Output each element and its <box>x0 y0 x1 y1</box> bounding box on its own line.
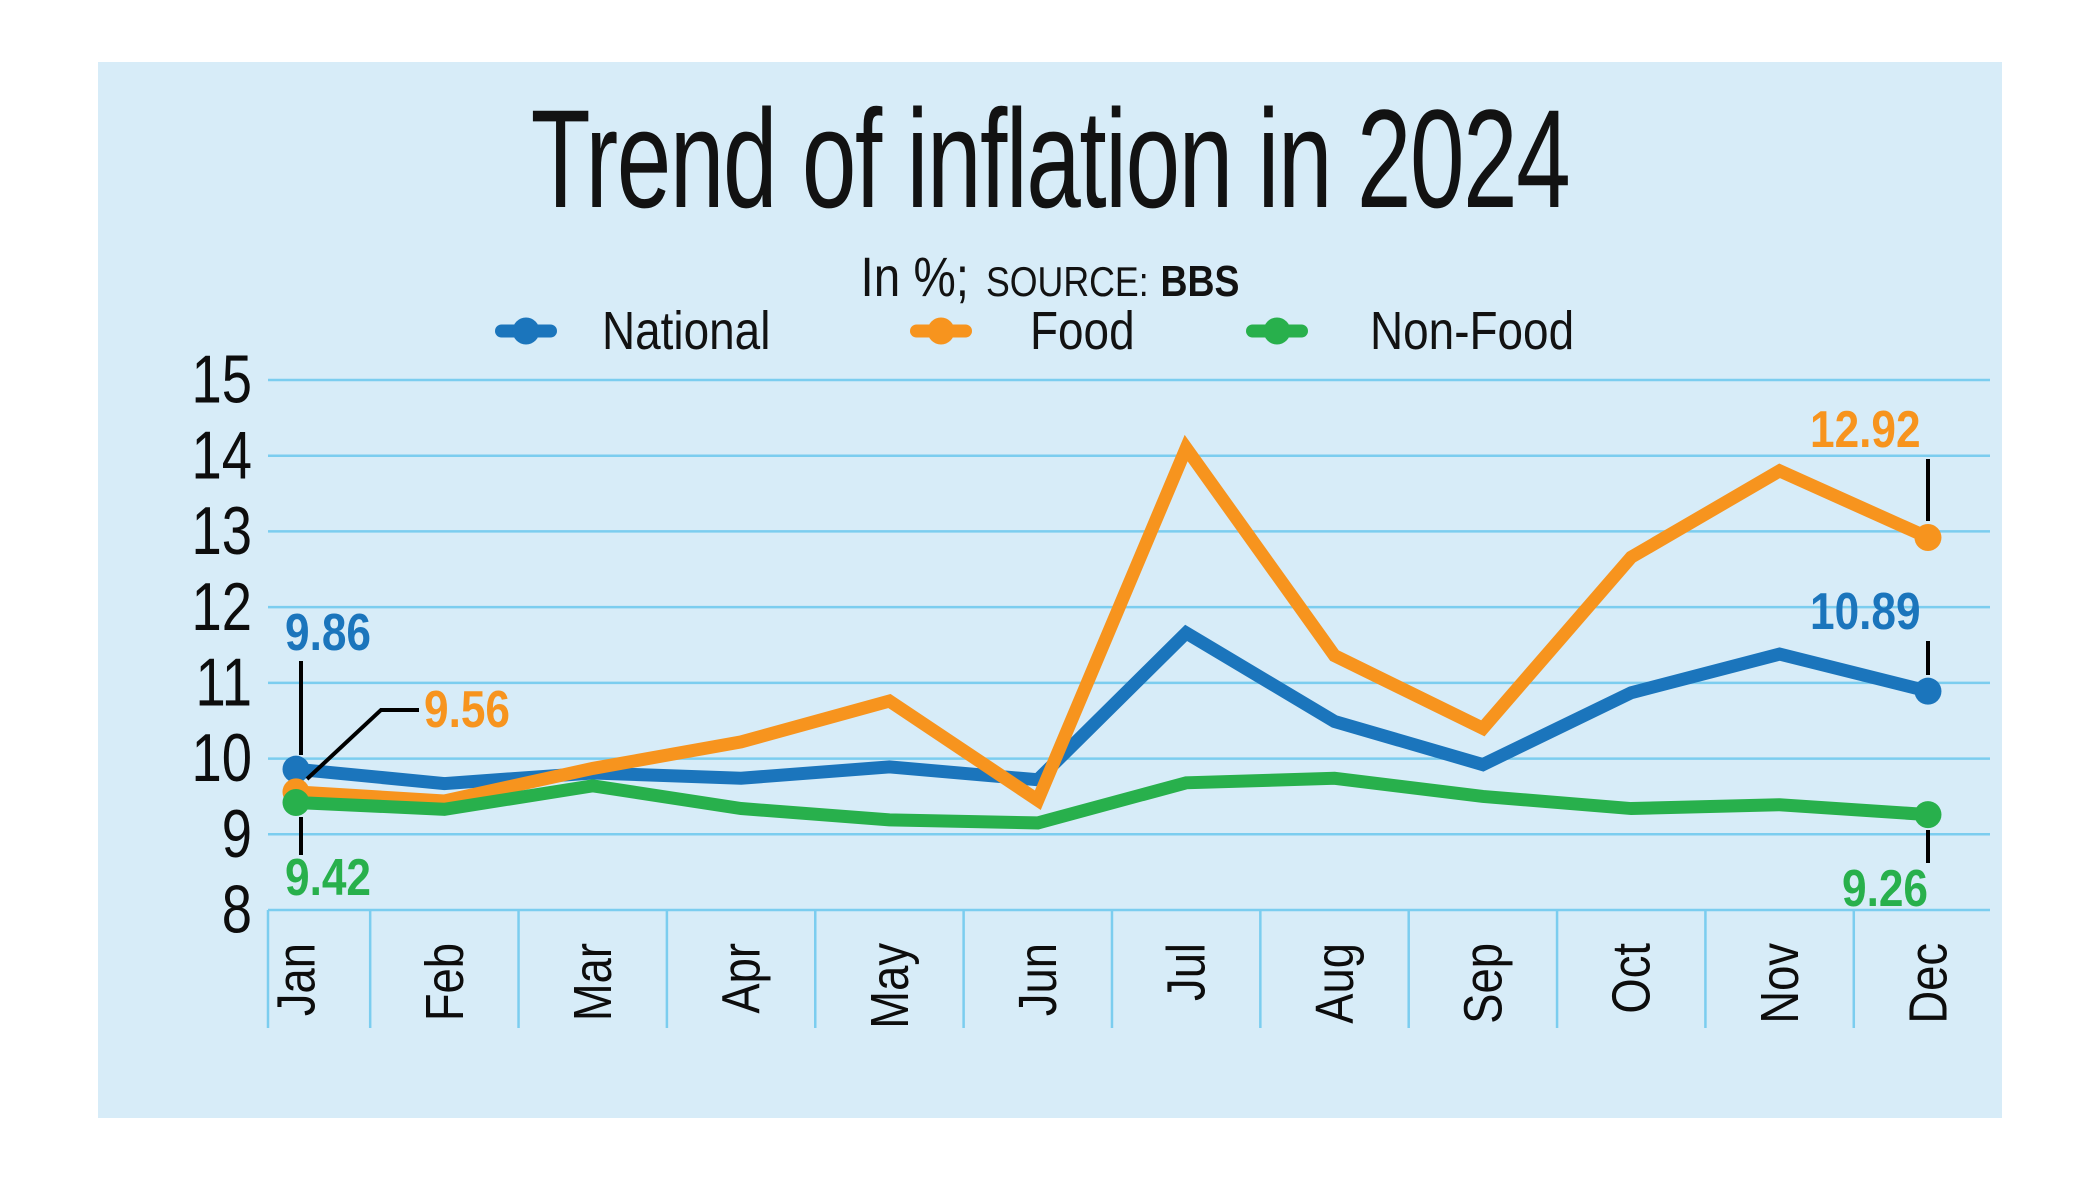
data-series <box>282 434 1942 830</box>
x-axis-label-aug: Aug <box>1304 943 1365 1024</box>
annotation-value-non-food-jan: 9.42 <box>285 849 371 907</box>
x-axis-label-may: May <box>859 943 920 1029</box>
subtitle-units: In %; <box>861 246 969 308</box>
annotation-food-dec: 12.92 <box>1810 401 1930 521</box>
y-axis-label-8: 8 <box>222 872 252 948</box>
series-line-food <box>295 434 1931 810</box>
data-point-food-dec <box>1914 523 1942 551</box>
x-axis-label-jul: Jul <box>1156 943 1217 1001</box>
x-axis-label-jan: Jan <box>266 943 327 1016</box>
legend: National Food Non-Food <box>495 301 1574 361</box>
gridlines <box>268 378 1990 912</box>
y-axis-label-9: 9 <box>222 796 252 872</box>
x-axis-separators <box>266 910 1856 1028</box>
data-point-non-food-jan <box>282 788 310 816</box>
y-axis-label-13: 13 <box>191 493 252 569</box>
legend-label-nonfood: Non-Food <box>1370 301 1574 361</box>
y-axis-label-14: 14 <box>191 418 252 494</box>
x-axis-label-mar: Mar <box>562 943 623 1021</box>
legend-label-national: National <box>602 301 770 361</box>
x-axis-label-dec: Dec <box>1898 943 1959 1024</box>
legend-label-food: Food <box>1030 301 1135 361</box>
y-axis-label-11: 11 <box>196 645 252 721</box>
food-dot-marker-icon <box>927 317 955 345</box>
annotation-value-national-dec: 10.89 <box>1810 583 1921 641</box>
data-point-non-food-dec <box>1914 801 1942 829</box>
annotation-food-jan: 9.56 <box>305 681 510 781</box>
y-axis-label-12: 12 <box>191 569 252 645</box>
x-axis-label-sep: Sep <box>1453 943 1514 1024</box>
annotation-value-food-dec: 12.92 <box>1810 401 1921 459</box>
y-axis-label-10: 10 <box>191 720 252 796</box>
legend-item-food: Food <box>910 301 1135 361</box>
annotation-non-food-dec: 9.26 <box>1842 830 1930 918</box>
x-axis-label-oct: Oct <box>1601 943 1662 1014</box>
annotation-value-national-jan: 9.86 <box>285 604 371 662</box>
national-dot-marker-icon <box>512 317 540 345</box>
annotation-callout-line <box>305 708 419 781</box>
x-axis-labels: Jan Feb Mar Apr May Jun Jul Aug Sep Oct Nov Dec <box>266 943 1959 1029</box>
data-point-national-jan <box>282 755 310 783</box>
annotation-national-dec: 10.89 <box>1810 583 1930 675</box>
chart-subtitle: In %; SOURCE: BBS <box>861 246 1240 308</box>
x-axis-label-apr: Apr <box>711 943 772 1014</box>
subtitle-source-value: BBS <box>1161 256 1240 306</box>
series-non-food <box>282 771 1942 830</box>
legend-item-national: National <box>495 301 770 361</box>
chart-title: Trend of inflation in 2024 <box>531 81 1570 237</box>
x-axis-label-jun: Jun <box>1007 943 1068 1016</box>
subtitle-source-label: SOURCE: <box>986 259 1149 305</box>
x-axis-label-nov: Nov <box>1749 943 1810 1024</box>
series-line-non-food <box>295 771 1929 830</box>
annotation-national-jan: 9.86 <box>285 604 371 755</box>
annotation-value-non-food-dec: 9.26 <box>1842 860 1928 918</box>
annotations: 9.86 9.56 9.42 12.92 10.89 9.26 <box>285 401 1930 918</box>
x-axis-label-feb: Feb <box>414 943 475 1021</box>
legend-item-nonfood: Non-Food <box>1246 301 1574 361</box>
card-background <box>98 62 2002 1118</box>
annotation-value-food-jan: 9.56 <box>424 681 510 739</box>
y-axis-label-15: 15 <box>191 342 252 418</box>
nonfood-dot-marker-icon <box>1263 317 1291 345</box>
annotation-non-food-jan: 9.42 <box>285 817 371 907</box>
data-point-national-dec <box>1914 677 1942 705</box>
